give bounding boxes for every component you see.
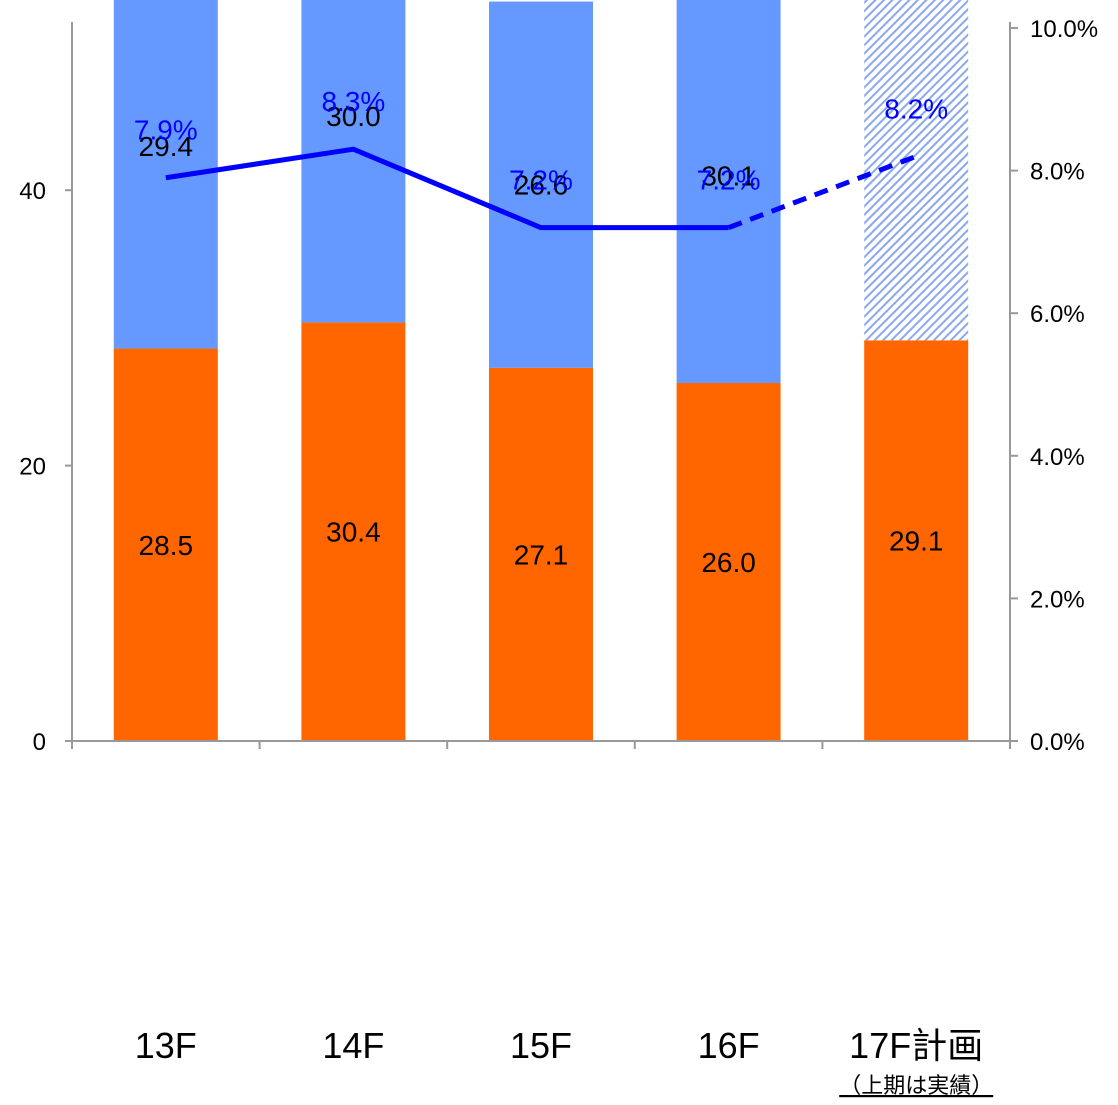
left-axis-tick-label: 20: [19, 454, 46, 481]
bar-upper-16F: [676, 0, 781, 383]
category-label: 14F: [322, 1025, 384, 1066]
ratio-line-plan-segment: [727, 154, 918, 230]
right-axis-tick-label: 2.0%: [1030, 586, 1085, 613]
bar-lower-13F: [113, 348, 218, 741]
ratio-point-label: 8.2%: [884, 93, 948, 124]
labels-layer: 28.5 29.4 30.4 30.0 27.1 26.6 26.0 30.1 29.1 0 20 4…: [19, 16, 1098, 1098]
category-label: 15F: [510, 1025, 572, 1066]
bars-layer: [113, 0, 969, 741]
ratio-point-label: 7.9%: [134, 115, 198, 146]
category-label: 17F計画: [849, 1025, 983, 1066]
ratio-line: [165, 146, 729, 231]
right-axis-tick-label: 6.0%: [1030, 301, 1085, 328]
bar-value-label: 26.6: [514, 170, 569, 201]
ratio-point-label: 7.2%: [697, 165, 761, 196]
axes-layer: [65, 22, 1018, 749]
bar-value-label: 26.0: [701, 547, 756, 578]
bar-upper-15F: [489, 1, 593, 368]
bar-lower-16F: [676, 382, 781, 741]
right-axis-tick-label: 0.0%: [1030, 729, 1085, 756]
right-axis-tick-label: 8.0%: [1030, 159, 1085, 186]
bar-value-label: 29.1: [889, 526, 944, 557]
bar-value-label: 29.4: [139, 131, 194, 162]
ratio-line-layer: [165, 146, 918, 231]
bar-value-label: 30.1: [701, 161, 756, 192]
bar-value-label: 30.0: [326, 101, 381, 132]
ratio-point-label: 8.3%: [321, 86, 385, 117]
bar-lower-17F計画: [864, 340, 969, 741]
category-note: （上期は実績）: [839, 1073, 993, 1098]
right-axis-tick-label: 10.0%: [1030, 16, 1098, 43]
category-label: 13F: [135, 1025, 197, 1066]
bar-lower-15F: [489, 367, 593, 741]
bar-upper-14F: [301, 0, 406, 323]
left-axis-tick-label: 40: [19, 178, 46, 205]
right-axis-tick-label: 4.0%: [1030, 444, 1085, 471]
left-axis-tick-label: 0: [33, 729, 46, 756]
category-label: 16F: [698, 1025, 760, 1066]
bar-value-label: 27.1: [514, 539, 569, 570]
bar-value-label: 30.4: [326, 517, 381, 548]
ratio-point-label: 7.2%: [509, 165, 573, 196]
bar-lower-14F: [301, 322, 406, 741]
bar-value-label: 28.5: [139, 530, 194, 561]
